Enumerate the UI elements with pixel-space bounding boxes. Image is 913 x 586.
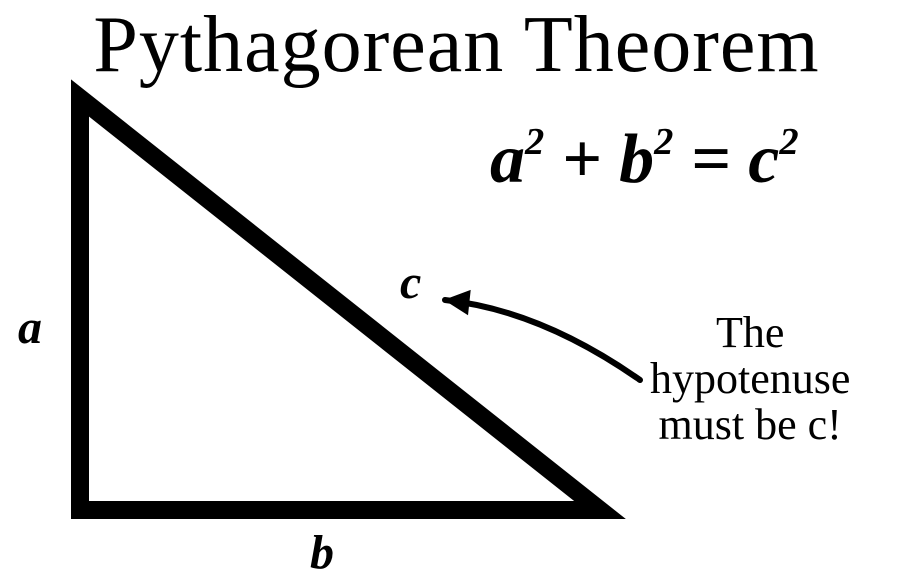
note-line2: hypotenuse	[650, 354, 850, 403]
diagram-canvas: Pythagorean Theorem a2 + b2 = c2 a b c T…	[0, 0, 913, 586]
arrow-line	[445, 300, 640, 380]
label-a: a	[18, 300, 42, 355]
note-line1: The	[716, 308, 784, 357]
hypotenuse-note: The hypotenuse must be c!	[650, 310, 850, 449]
label-b: b	[310, 525, 334, 580]
arrow-head	[445, 291, 470, 315]
triangle-svg	[0, 0, 913, 586]
right-triangle	[80, 98, 600, 510]
note-line3: must be c!	[659, 400, 842, 449]
label-c: c	[400, 255, 421, 310]
